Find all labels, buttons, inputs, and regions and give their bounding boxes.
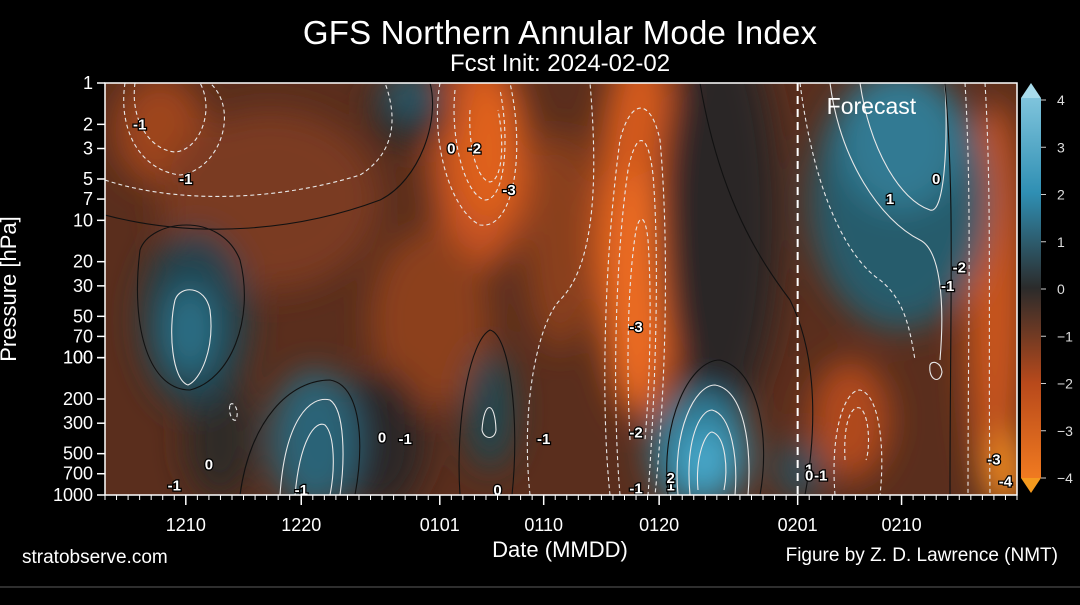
y-tick-label: 10 xyxy=(73,210,93,230)
colorbar-tick-label: 0 xyxy=(1057,281,1065,297)
chart-subtitle: Fcst Init: 2024-02-02 xyxy=(449,50,671,77)
contour-label: 1 xyxy=(886,191,894,208)
x-tick-label: 1220 xyxy=(281,515,321,535)
x-axis-label: Date (MMDD) xyxy=(492,537,628,562)
contour-label: -1 xyxy=(398,431,411,448)
x-tick-label: 0210 xyxy=(882,515,922,535)
colorbar-tick-label: −1 xyxy=(1057,328,1073,344)
contour-label: 1 xyxy=(805,461,813,478)
contour-label: -4 xyxy=(999,474,1013,491)
y-tick-label: 1000 xyxy=(53,485,93,505)
x-tick-label: 1210 xyxy=(166,515,206,535)
colorbar-tick-label: 2 xyxy=(1057,187,1065,203)
y-axis-label: Pressure [hPa] xyxy=(0,216,21,362)
contour-label: 0 xyxy=(805,467,813,484)
x-tick-label: 0101 xyxy=(420,515,460,535)
x-tick-label: 0120 xyxy=(639,515,679,535)
y-tick-label: 70 xyxy=(73,326,93,346)
y-tick-label: 50 xyxy=(73,306,93,326)
colorbar-tick-label: −4 xyxy=(1057,470,1073,486)
chart-title: GFS Northern Annular Mode Index xyxy=(302,14,818,51)
footer-credit: Figure by Z. D. Lawrence (NMT) xyxy=(785,545,1058,566)
contour-label: -1 xyxy=(814,467,827,484)
contour-label: -2 xyxy=(953,259,966,276)
contour-label: -1 xyxy=(629,481,642,498)
colorbar-tick-label: 3 xyxy=(1057,139,1065,155)
x-axis: 1210 1220 0101 0110 0120 0201 0210 xyxy=(104,495,1018,535)
y-tick-label: 300 xyxy=(63,413,93,433)
y-tick-label: 3 xyxy=(83,139,93,159)
y-tick-label: 100 xyxy=(63,348,93,368)
bottom-rule xyxy=(0,586,1080,588)
y-tick-label: 500 xyxy=(63,444,93,464)
y-tick-label: 1 xyxy=(83,73,93,93)
plot-frame xyxy=(104,82,1018,496)
y-tick-label: 2 xyxy=(83,114,93,134)
colorbar-extend-top xyxy=(1021,83,1041,98)
contour-label: -1 xyxy=(133,116,146,133)
contour-label: 1 xyxy=(666,477,674,494)
contour-label: -3 xyxy=(629,319,642,336)
x-tick-label: 0110 xyxy=(524,515,563,535)
contour-label: -1 xyxy=(941,278,954,295)
colorbar: 4 3 2 1 0 −1 −2 −3 −4 xyxy=(1021,83,1073,493)
y-tick-label: 5 xyxy=(83,169,93,189)
contour-label: 0 xyxy=(493,482,501,499)
y-tick-label: 200 xyxy=(63,389,93,409)
heatmap-field xyxy=(105,83,1017,495)
colorbar-tick-label: −2 xyxy=(1057,376,1073,392)
x-tick-label: 0201 xyxy=(778,515,818,535)
contour-labels: -1-10 -2-3-3-20 -1 -10-1 -1 0 -1 1210 -110-2-1-3… xyxy=(132,115,1014,500)
contour-label: 2 xyxy=(666,470,674,487)
forecast-label: Forecast xyxy=(827,93,917,119)
contour-label: 0 xyxy=(378,429,386,446)
colorbar-tick-label: 4 xyxy=(1057,92,1065,108)
contour-label: -2 xyxy=(468,141,481,158)
contour-label: 0 xyxy=(932,171,940,188)
contour-label: 0 xyxy=(205,457,213,474)
contour-label: -1 xyxy=(168,477,181,494)
contour-label: -3 xyxy=(987,451,1000,468)
colorbar-tick-label: 1 xyxy=(1057,234,1065,250)
y-tick-label: 700 xyxy=(63,464,93,484)
contour-label: -3 xyxy=(502,182,515,199)
y-tick-label: 7 xyxy=(83,189,93,209)
colorbar-extend-bottom xyxy=(1021,478,1041,493)
contour-label: 0 xyxy=(447,141,455,158)
y-tick-label: 100 xyxy=(63,348,93,368)
footer-website: stratobserve.com xyxy=(22,547,168,568)
y-tick-label: 20 xyxy=(73,252,93,272)
y-tick-label: 30 xyxy=(73,276,93,296)
colorbar-tick-label: −3 xyxy=(1057,423,1073,439)
contour-label: -1 xyxy=(179,171,192,188)
contour-label: -1 xyxy=(537,431,550,448)
contour-label: -2 xyxy=(629,424,642,441)
